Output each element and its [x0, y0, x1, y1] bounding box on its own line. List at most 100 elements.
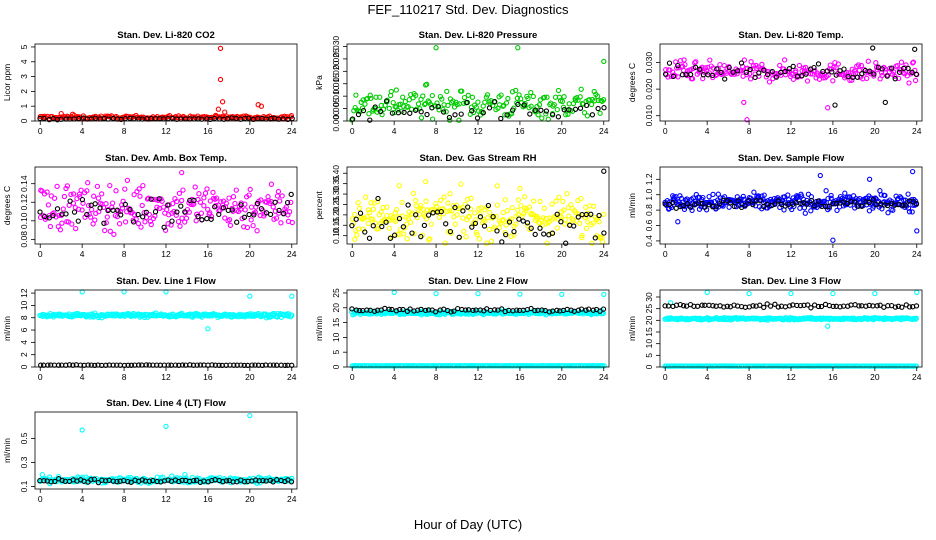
y-tick-label: 0.005 [331, 98, 341, 120]
data-point [744, 71, 750, 78]
data-point [127, 206, 133, 213]
data-point [412, 107, 419, 113]
data-point [92, 362, 98, 369]
x-tick-label: 0 [350, 126, 355, 136]
data-point [601, 291, 607, 298]
data-point [790, 63, 796, 70]
data-point [525, 95, 531, 102]
y-tick-label: 0.12 [19, 194, 29, 211]
x-tick-label: 4 [705, 126, 710, 136]
data-point [521, 102, 527, 108]
data-point [115, 208, 121, 214]
data-point [912, 77, 919, 84]
data-point [366, 235, 373, 241]
x-tick-label: 4 [705, 249, 710, 259]
x-tick-label: 12 [473, 249, 483, 259]
data-point [517, 291, 523, 297]
data-point [871, 71, 877, 77]
data-point [554, 307, 560, 313]
x-tick-label: 24 [912, 126, 922, 136]
data-point [386, 225, 392, 231]
data-point [912, 198, 919, 204]
data-point [266, 198, 272, 204]
data-point [103, 220, 109, 226]
data-point [204, 186, 210, 192]
data-point [600, 97, 607, 103]
data-point [558, 219, 564, 225]
data-point [388, 88, 394, 95]
data-point [527, 111, 533, 117]
data-point [532, 107, 538, 113]
data-point [870, 45, 876, 51]
data-point [882, 99, 888, 106]
x-tick-label: 24 [287, 249, 297, 259]
data-point [390, 99, 396, 106]
data-point [841, 66, 847, 72]
data-point [284, 199, 291, 206]
data-point [92, 217, 98, 223]
data-point [147, 218, 154, 224]
data-point [196, 191, 202, 197]
x-tick-label: 16 [828, 249, 838, 259]
data-point [180, 187, 186, 193]
data-point [367, 92, 373, 98]
data-point [352, 211, 358, 218]
data-point [353, 216, 359, 222]
data-point [361, 363, 368, 369]
data-point [524, 223, 531, 229]
data-point [473, 217, 479, 223]
data-point [423, 198, 429, 204]
data-point [400, 94, 406, 100]
y-tick-label: 2 [19, 89, 29, 94]
data-point [764, 201, 770, 207]
data-point [480, 110, 486, 116]
data-point [420, 93, 426, 99]
panel-title: Stan. Dev. Li-820 Temp. [738, 30, 843, 41]
data-point [396, 183, 403, 189]
data-point [171, 208, 177, 215]
data-point [808, 305, 814, 311]
data-point [452, 204, 458, 211]
data-point [738, 68, 744, 74]
data-point [421, 101, 428, 108]
data-point [425, 212, 432, 218]
data-point [377, 94, 383, 100]
data-point [833, 200, 840, 206]
data-point [596, 212, 602, 219]
data-point [360, 226, 367, 232]
data-point [500, 209, 506, 216]
data-point [808, 208, 814, 214]
data-point [583, 102, 590, 109]
data-point [692, 64, 699, 70]
data-point [233, 187, 239, 193]
y-tick-label: 25 [644, 304, 654, 314]
data-point [77, 193, 83, 200]
data-point [772, 201, 778, 207]
data-point [422, 307, 429, 314]
data-point [163, 423, 169, 430]
data-point [596, 219, 602, 225]
data-point [389, 306, 395, 313]
x-tick-label: 4 [80, 494, 85, 504]
data-point [727, 200, 734, 206]
x-tick-label: 12 [473, 372, 483, 382]
y-axis-label: ml/min [2, 316, 12, 341]
plot-frame [34, 289, 298, 368]
data-point [364, 307, 370, 313]
data-point [808, 197, 815, 204]
data-point [790, 76, 797, 82]
data-point [830, 78, 836, 84]
data-point [516, 216, 522, 222]
y-tick-label: 0.8 [644, 204, 654, 216]
data-point [909, 168, 916, 175]
data-point [361, 215, 368, 221]
x-tick-label: 12 [786, 249, 796, 259]
panel-title: Stan. Dev. Line 3 Flow [741, 276, 841, 287]
data-point [761, 192, 767, 198]
x-tick-label: 24 [912, 372, 922, 382]
data-point [421, 222, 428, 229]
data-point [130, 219, 137, 225]
data-point [286, 209, 293, 215]
data-point [138, 224, 144, 230]
